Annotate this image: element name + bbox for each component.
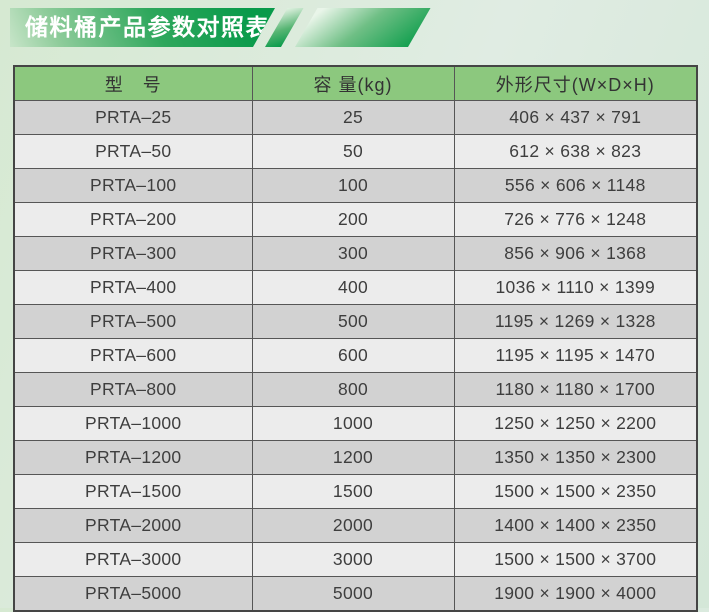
model-cell: PRTA–100 <box>13 168 253 203</box>
dimensions-cell: 1195 × 1195 × 1470 <box>453 338 698 373</box>
header-capacity: 容 量(kg) <box>251 65 455 101</box>
capacity-cell: 1200 <box>251 440 455 475</box>
table-row: PRTA–200 200 726 × 776 × 1248 <box>13 202 698 237</box>
dimensions-cell: 1350 × 1350 × 2300 <box>453 440 698 475</box>
capacity-cell: 50 <box>251 134 455 169</box>
dimensions-cell: 726 × 776 × 1248 <box>453 202 698 237</box>
capacity-cell: 500 <box>251 304 455 339</box>
spec-table-container: 型 号 容 量(kg) 外形尺寸(W×D×H) PRTA–25 25 406 ×… <box>13 65 698 612</box>
title-banner-ribbon: 储料桶产品参数对照表 <box>10 8 275 47</box>
dimensions-cell: 1400 × 1400 × 2350 <box>453 508 698 543</box>
model-cell: PRTA–2000 <box>13 508 253 543</box>
table-body: PRTA–25 25 406 × 437 × 791 PRTA–50 50 61… <box>13 100 698 612</box>
capacity-cell: 1500 <box>251 474 455 509</box>
dimensions-cell: 1036 × 1110 × 1399 <box>453 270 698 305</box>
capacity-cell: 2000 <box>251 508 455 543</box>
capacity-cell: 400 <box>251 270 455 305</box>
dimensions-cell: 612 × 638 × 823 <box>453 134 698 169</box>
model-cell: PRTA–200 <box>13 202 253 237</box>
capacity-cell: 1000 <box>251 406 455 441</box>
table-row: PRTA–1000 1000 1250 × 1250 × 2200 <box>13 406 698 441</box>
table-row: PRTA–100 100 556 × 606 × 1148 <box>13 168 698 203</box>
model-cell: PRTA–1500 <box>13 474 253 509</box>
banner-slash-large <box>295 8 431 47</box>
table-row: PRTA–2000 2000 1400 × 1400 × 2350 <box>13 508 698 543</box>
capacity-cell: 600 <box>251 338 455 373</box>
table-row: PRTA–300 300 856 × 906 × 1368 <box>13 236 698 271</box>
dimensions-cell: 1900 × 1900 × 4000 <box>453 576 698 612</box>
dimensions-cell: 406 × 437 × 791 <box>453 100 698 135</box>
dimensions-cell: 1195 × 1269 × 1328 <box>453 304 698 339</box>
page-title: 储料桶产品参数对照表 <box>25 14 270 40</box>
table-row: PRTA–1500 1500 1500 × 1500 × 2350 <box>13 474 698 509</box>
capacity-cell: 25 <box>251 100 455 135</box>
model-cell: PRTA–500 <box>13 304 253 339</box>
table-row: PRTA–25 25 406 × 437 × 791 <box>13 100 698 135</box>
spec-table: 型 号 容 量(kg) 外形尺寸(W×D×H) PRTA–25 25 406 ×… <box>13 65 698 612</box>
table-row: PRTA–600 600 1195 × 1195 × 1470 <box>13 338 698 373</box>
table-row: PRTA–50 50 612 × 638 × 823 <box>13 134 698 169</box>
model-cell: PRTA–400 <box>13 270 253 305</box>
title-banner: 储料桶产品参数对照表 <box>10 8 709 47</box>
table-row: PRTA–5000 5000 1900 × 1900 × 4000 <box>13 576 698 612</box>
capacity-cell: 5000 <box>251 576 455 612</box>
table-row: PRTA–3000 3000 1500 × 1500 × 3700 <box>13 542 698 577</box>
dimensions-cell: 856 × 906 × 1368 <box>453 236 698 271</box>
model-cell: PRTA–1000 <box>13 406 253 441</box>
capacity-cell: 300 <box>251 236 455 271</box>
dimensions-cell: 556 × 606 × 1148 <box>453 168 698 203</box>
model-cell: PRTA–5000 <box>13 576 253 612</box>
capacity-cell: 800 <box>251 372 455 407</box>
header-dimensions: 外形尺寸(W×D×H) <box>453 65 698 101</box>
model-cell: PRTA–25 <box>13 100 253 135</box>
model-cell: PRTA–800 <box>13 372 253 407</box>
table-row: PRTA–400 400 1036 × 1110 × 1399 <box>13 270 698 305</box>
dimensions-cell: 1500 × 1500 × 3700 <box>453 542 698 577</box>
dimensions-cell: 1180 × 1180 × 1700 <box>453 372 698 407</box>
capacity-cell: 3000 <box>251 542 455 577</box>
header-model: 型 号 <box>13 65 253 101</box>
model-cell: PRTA–1200 <box>13 440 253 475</box>
capacity-cell: 100 <box>251 168 455 203</box>
dimensions-cell: 1250 × 1250 × 2200 <box>453 406 698 441</box>
model-cell: PRTA–600 <box>13 338 253 373</box>
table-row: PRTA–500 500 1195 × 1269 × 1328 <box>13 304 698 339</box>
table-row: PRTA–800 800 1180 × 1180 × 1700 <box>13 372 698 407</box>
model-cell: PRTA–50 <box>13 134 253 169</box>
model-cell: PRTA–3000 <box>13 542 253 577</box>
capacity-cell: 200 <box>251 202 455 237</box>
spec-table-header: 型 号 容 量(kg) 外形尺寸(W×D×H) <box>13 65 698 101</box>
dimensions-cell: 1500 × 1500 × 2350 <box>453 474 698 509</box>
header-row: 型 号 容 量(kg) 外形尺寸(W×D×H) <box>13 65 698 101</box>
model-cell: PRTA–300 <box>13 236 253 271</box>
table-row: PRTA–1200 1200 1350 × 1350 × 2300 <box>13 440 698 475</box>
